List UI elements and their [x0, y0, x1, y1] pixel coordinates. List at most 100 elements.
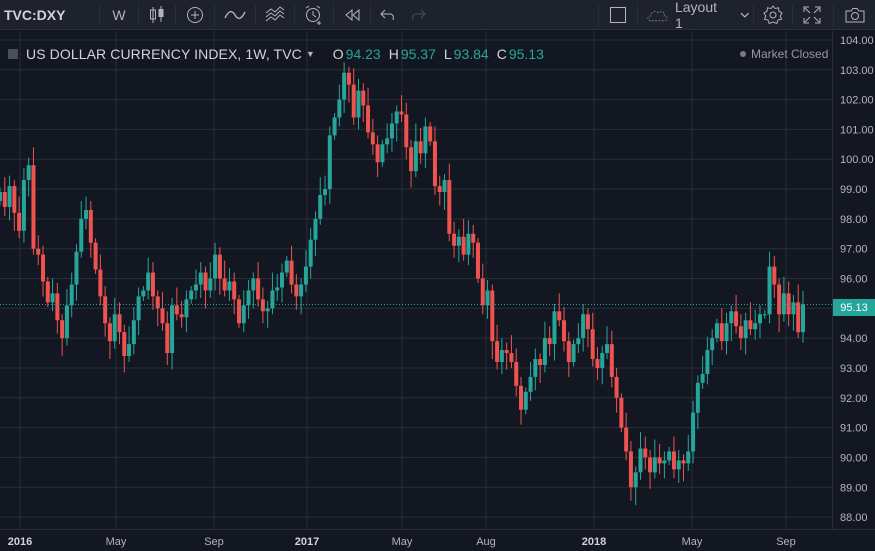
chart-legend: US DOLLAR CURRENCY INDEX, 1W, TVC ▼ O 94.… [8, 46, 544, 62]
candle-body [705, 350, 710, 374]
candle-body [323, 189, 328, 196]
time-tick-label: Sep [204, 536, 224, 548]
rewind-icon [345, 8, 360, 22]
candle-body [141, 290, 146, 297]
replay-button[interactable] [335, 0, 369, 30]
cloud-icon [647, 10, 668, 22]
last-price-badge: 95.13 [833, 299, 875, 316]
candle-body [638, 448, 643, 473]
low-label: L [443, 46, 452, 62]
candle-body [227, 281, 232, 291]
candle-body [762, 314, 767, 316]
undo-icon [380, 9, 394, 21]
candle-body [389, 123, 394, 139]
candle-body [308, 239, 313, 267]
templates-icon [265, 6, 285, 22]
price-tick-label: 103.00 [840, 65, 874, 77]
candle-body [394, 111, 399, 124]
price-tick-label: 89.00 [840, 482, 868, 494]
market-status-label: Market Closed [751, 47, 829, 61]
candle-body [189, 290, 194, 300]
legend-title[interactable]: US DOLLAR CURRENCY INDEX, 1W, TVC [26, 46, 302, 62]
high-label: H [388, 46, 399, 62]
candle-body [256, 278, 261, 300]
candle-body [64, 305, 69, 339]
candle-body [509, 353, 514, 363]
candle-body [203, 272, 208, 291]
fullscreen-select-button[interactable] [600, 0, 636, 30]
undo-button[interactable] [372, 0, 404, 30]
candle-body [719, 323, 724, 342]
candle-body [581, 314, 586, 339]
candle-body [170, 305, 175, 354]
candle-body [734, 311, 739, 327]
price-scale[interactable]: 104.00 103.00 102.00 101.00 100.00 99.00 98.00… [832, 31, 875, 529]
time-tick-label: May [392, 536, 413, 548]
candle-body [112, 314, 117, 342]
candle-body [609, 344, 614, 377]
candle-body [7, 186, 12, 207]
candle-body [184, 299, 189, 318]
candle-body [2, 192, 7, 207]
legend-collapse-icon[interactable] [8, 49, 18, 59]
candle-body [466, 233, 471, 255]
candle-body [21, 180, 26, 231]
settings-button[interactable] [755, 0, 791, 30]
candles-icon [150, 6, 164, 23]
candle-body [475, 242, 480, 279]
time-tick-label: Aug [476, 536, 496, 548]
expand-icon [803, 6, 821, 24]
candle-body [36, 248, 41, 255]
candle-body [98, 269, 103, 297]
candle-body [165, 323, 170, 354]
templates-button[interactable] [257, 0, 293, 30]
candle-body [700, 373, 705, 383]
time-tick-label: May [106, 536, 127, 548]
candle-body [710, 338, 715, 351]
fullscreen-button[interactable] [794, 0, 830, 30]
candle-body [160, 308, 165, 324]
candle-body [60, 320, 65, 339]
candle-body [442, 180, 447, 193]
candle-body [222, 278, 227, 291]
snapshot-button[interactable] [836, 0, 874, 30]
candle-body [50, 293, 55, 303]
candle-body [538, 359, 543, 365]
redo-button[interactable] [404, 0, 432, 30]
price-tick-label: 97.00 [840, 244, 868, 256]
candle-body [155, 296, 160, 309]
candle-body [471, 233, 476, 243]
indicators-button[interactable] [216, 0, 254, 30]
layout-dropdown[interactable]: Layout 1 [640, 0, 750, 31]
caret-down-icon[interactable]: ▼ [305, 49, 315, 59]
time-scale[interactable]: 2016 May Sep 2017 May Aug 2018 May Sep [0, 529, 875, 551]
candle-body [174, 305, 179, 315]
candle-body [605, 344, 610, 354]
candle-body [643, 448, 648, 458]
candle-body [571, 344, 576, 363]
candle-body [418, 141, 423, 154]
candle-body [600, 353, 605, 368]
candle-body [485, 290, 490, 306]
candle-body [432, 141, 437, 187]
candle-body [280, 272, 285, 288]
symbol-search-button[interactable]: TVC:DXY [0, 0, 98, 30]
candle-body [294, 284, 299, 297]
candle-body [284, 260, 289, 273]
close-value: 95.13 [508, 46, 544, 62]
candle-body [423, 126, 428, 154]
candle-body [499, 350, 504, 363]
candle-body [652, 457, 657, 473]
interval-button[interactable]: W [101, 0, 137, 30]
candle-body [686, 451, 691, 464]
compare-button[interactable] [177, 0, 213, 30]
chart-plot-area[interactable] [0, 31, 832, 529]
chart-style-button[interactable] [140, 0, 174, 30]
time-tick-label: May [682, 536, 703, 548]
time-tick-label: 2017 [295, 536, 319, 548]
low-value: 93.84 [453, 46, 489, 62]
price-tick-label: 101.00 [840, 124, 874, 136]
alert-button[interactable] [296, 0, 332, 30]
candle-body [318, 195, 323, 219]
candle-body [480, 278, 485, 306]
